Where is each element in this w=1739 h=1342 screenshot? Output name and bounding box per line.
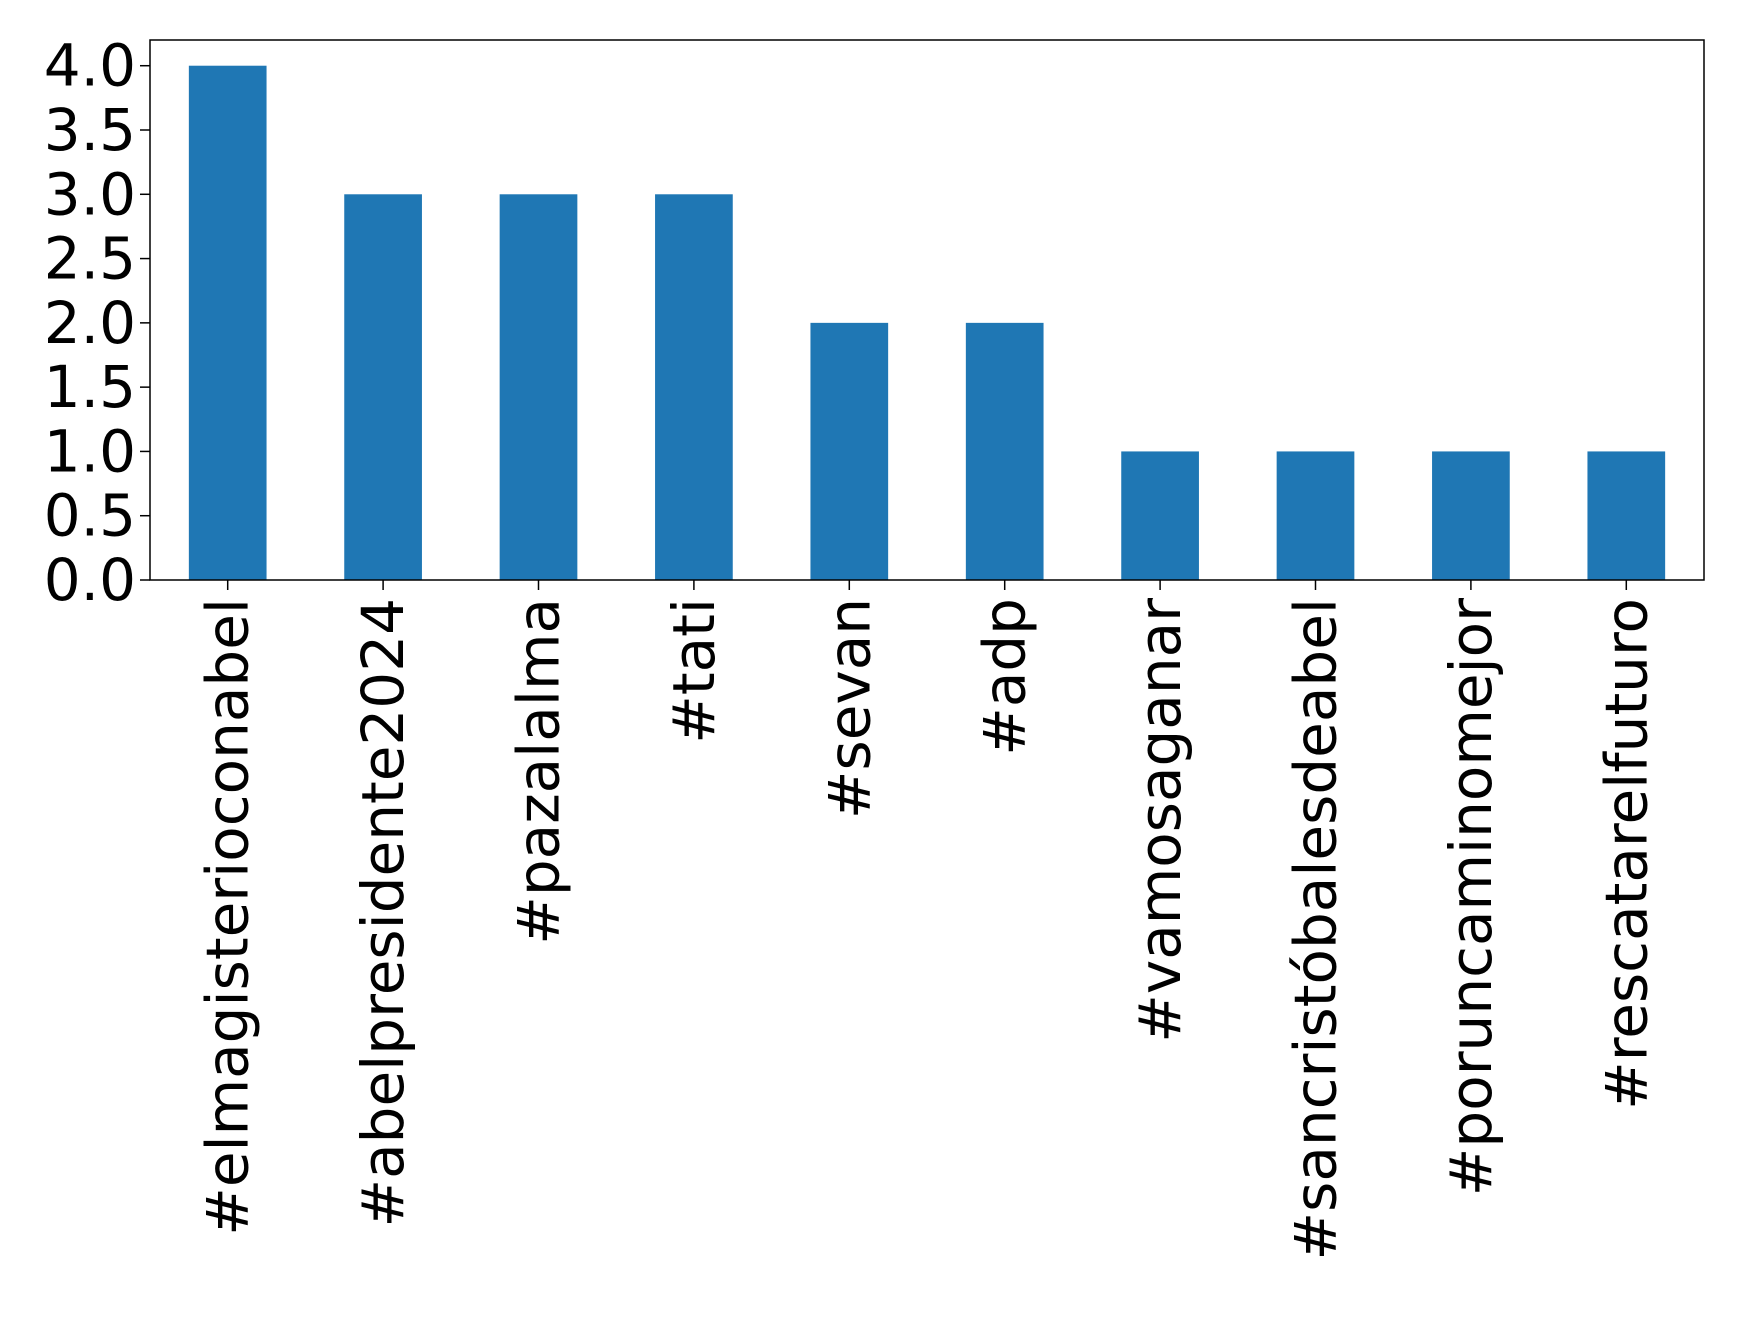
bar-4: [810, 322, 889, 580]
bar-5: [965, 322, 1044, 580]
bar-2: [499, 194, 578, 581]
bar-1: [344, 194, 422, 581]
x-tick-label: #elmagisterioconabel: [194, 598, 262, 1236]
y-tick-label: 2.5: [44, 225, 136, 293]
x-tick-label: #pazalalma: [505, 598, 573, 945]
x-tick-label: #sancristóbalesdeabel: [1282, 598, 1350, 1260]
y-tick-label: 3.5: [44, 96, 136, 164]
y-tick-label: 2.0: [44, 289, 136, 357]
x-tick-label: #adp: [971, 598, 1039, 756]
x-tick-label: #sevan: [815, 598, 883, 819]
x-tick-label: #tati: [660, 598, 728, 744]
x-tick-label: #poruncaminomejor: [1437, 598, 1505, 1196]
plot-frame: [149, 39, 1705, 581]
x-tick-label: #abelpresidente2024: [349, 598, 417, 1227]
y-tick-label: 3.0: [44, 160, 136, 228]
x-axis: #elmagisterioconabel #abelpresidente2024 #…: [194, 580, 1660, 1260]
y-tick-label: 4.0: [44, 32, 136, 100]
y-tick-label: 1.0: [44, 417, 136, 485]
x-tick-label: #vamosaganar: [1126, 598, 1194, 1043]
x-tick-label: #rescatarelfuturo: [1592, 598, 1660, 1110]
bar-8: [1432, 451, 1510, 580]
y-axis: 0.00.51.01.52.02.53.03.54.0: [44, 32, 150, 614]
bar-0: [188, 65, 267, 580]
bar-3: [655, 194, 733, 581]
bar-7: [1276, 451, 1355, 580]
y-tick-label: 1.5: [44, 353, 136, 421]
y-tick-label: 0.0: [44, 546, 136, 614]
y-tick-label: 0.5: [44, 482, 136, 550]
bar-6: [1121, 451, 1199, 580]
bars-group: [188, 65, 1666, 581]
bar-9: [1587, 451, 1666, 580]
